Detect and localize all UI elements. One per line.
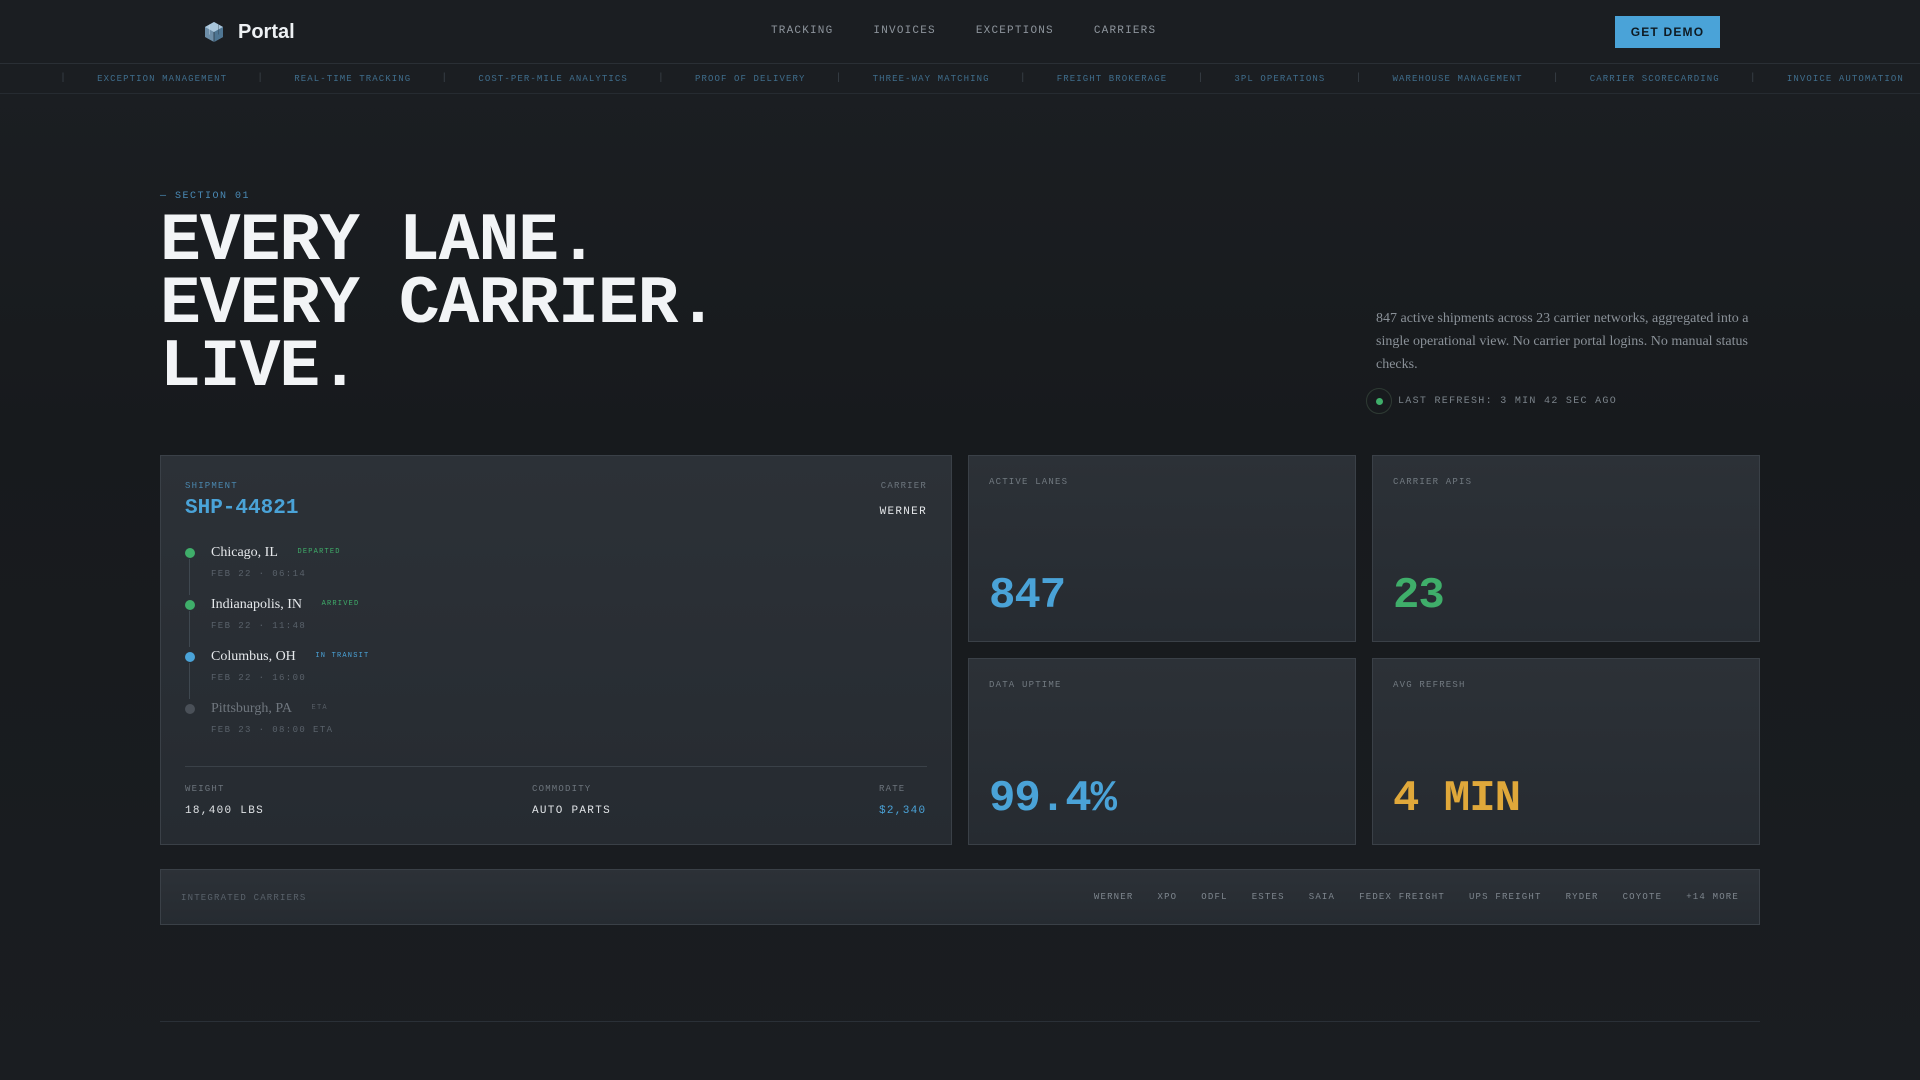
stat-value: 99.4% bbox=[989, 774, 1117, 824]
stop-city: Indianapolis, IN bbox=[211, 597, 302, 612]
carrier-item[interactable]: UPS FREIGHT bbox=[1468, 892, 1542, 902]
commodity-label: COMMODITY bbox=[532, 784, 592, 794]
get-demo-button[interactable]: GET DEMO bbox=[1615, 16, 1720, 48]
nav-links: TRACKING INVOICES EXCEPTIONS CARRIERS bbox=[771, 25, 1156, 37]
stat-label: CARRIER APIS bbox=[1393, 477, 1473, 487]
carrier-item[interactable]: COYOTE bbox=[1622, 892, 1663, 902]
nav-link-carriers[interactable]: CARRIERS bbox=[1093, 25, 1157, 37]
nav-link-exceptions[interactable]: EXCEPTIONS bbox=[975, 25, 1054, 37]
carrier-item[interactable]: ODFL bbox=[1201, 892, 1228, 902]
carrier-item[interactable]: ESTES bbox=[1251, 892, 1285, 902]
shipment-id: SHP-44821 bbox=[185, 497, 299, 520]
stat-label: DATA UPTIME bbox=[989, 680, 1062, 690]
stop-dot-icon bbox=[185, 600, 195, 610]
cube-logo-icon bbox=[205, 22, 223, 42]
ticker-item: | EXCEPTION MANAGEMENT bbox=[60, 73, 228, 84]
more-carriers-link[interactable]: +14 MORE bbox=[1686, 892, 1739, 902]
weight-value: 18,400 LBS bbox=[185, 805, 265, 817]
shipment-timeline: Chicago, IL DEPARTED FEB 22 · 06:14 Indi… bbox=[185, 543, 369, 751]
rate-meta: RATE $2,340 bbox=[879, 784, 926, 817]
stop-city: Columbus, OH bbox=[211, 649, 296, 664]
stat-card-carrier-apis[interactable]: CARRIER APIS 23 bbox=[1372, 455, 1760, 642]
timeline-stop: Pittsburgh, PA ETA FEB 23 · 08:00 ETA bbox=[185, 699, 369, 751]
nav-link-tracking[interactable]: TRACKING bbox=[771, 25, 834, 37]
stop-dot-icon bbox=[185, 704, 195, 714]
carrier-label: CARRIER bbox=[880, 481, 927, 491]
stop-time: FEB 22 · 11:48 bbox=[211, 621, 307, 631]
stop-dot-icon bbox=[185, 548, 195, 558]
carrier-value: WERNER bbox=[879, 506, 927, 518]
timeline-stop: Indianapolis, IN ARRIVED FEB 22 · 11:48 bbox=[185, 595, 369, 647]
stop-city: Chicago, IL bbox=[211, 545, 278, 560]
ticker-item: | FREIGHT BROKERAGE bbox=[1019, 73, 1168, 84]
timeline-stop: Chicago, IL DEPARTED FEB 22 · 06:14 bbox=[185, 543, 369, 595]
hero-line: EVERY CARRIER. bbox=[160, 266, 718, 343]
carrier-item[interactable]: WERNER bbox=[1093, 892, 1134, 902]
brand-name: Portal bbox=[238, 20, 295, 43]
stat-label: ACTIVE LANES bbox=[989, 477, 1069, 487]
commodity-meta: COMMODITY AUTO PARTS bbox=[532, 784, 611, 817]
last-refresh-text: LAST REFRESH: 3 MIN 42 SEC AGO bbox=[1398, 395, 1618, 407]
shipment-label: SHIPMENT bbox=[185, 481, 238, 491]
top-nav: Portal TRACKING INVOICES EXCEPTIONS CARR… bbox=[0, 0, 1920, 64]
nav-link-invoices[interactable]: INVOICES bbox=[873, 25, 936, 37]
hero-description: 847 active shipments across 23 carrier n… bbox=[1376, 311, 1749, 372]
stat-value: 23 bbox=[1393, 571, 1445, 621]
ticker-item: | COST-PER-MILE ANALYTICS bbox=[441, 73, 628, 84]
stat-card-data-uptime[interactable]: DATA UPTIME 99.4% bbox=[968, 658, 1356, 845]
stat-label: AVG REFRESH bbox=[1393, 680, 1466, 690]
integrated-carriers-label: INTEGRATED CARRIERS bbox=[181, 893, 307, 903]
last-refresh-indicator: LAST REFRESH: 3 MIN 42 SEC AGO bbox=[1366, 388, 1617, 414]
stop-city: Pittsburgh, PA bbox=[211, 701, 292, 716]
ticker-item: | REAL-TIME TRACKING bbox=[257, 73, 412, 84]
ticker-item: | WAREHOUSE MANAGEMENT bbox=[1355, 73, 1523, 84]
section-label: — SECTION 01 bbox=[160, 191, 251, 202]
stop-time: FEB 23 · 08:00 ETA bbox=[211, 725, 334, 735]
stat-card-active-lanes[interactable]: ACTIVE LANES 847 bbox=[968, 455, 1356, 642]
carrier-item[interactable]: RYDER bbox=[1565, 892, 1599, 902]
rate-value: $2,340 bbox=[879, 805, 927, 817]
ticker-item: | THREE-WAY MATCHING bbox=[835, 73, 990, 84]
weight-meta: WEIGHT 18,400 LBS bbox=[185, 784, 264, 817]
stat-card-avg-refresh[interactable]: AVG REFRESH 4 MIN bbox=[1372, 658, 1760, 845]
hero-title: EVERY LANE. EVERY CARRIER. LIVE. bbox=[160, 203, 718, 406]
timeline-stop: Columbus, OH IN TRANSIT FEB 22 · 16:00 bbox=[185, 647, 369, 699]
stop-status: ETA bbox=[311, 703, 328, 712]
live-dot-icon bbox=[1366, 388, 1392, 414]
divider bbox=[160, 1021, 1760, 1022]
stop-status: DEPARTED bbox=[297, 547, 341, 556]
integrated-carriers-strip: INTEGRATED CARRIERS WERNER XPO ODFL ESTE… bbox=[160, 869, 1760, 925]
ticker-item: | PROOF OF DELIVERY bbox=[657, 73, 806, 84]
weight-label: WEIGHT bbox=[185, 784, 225, 794]
stat-value: 4 MIN bbox=[1393, 774, 1521, 824]
ticker-item: |INVOICE AUTOMATION| bbox=[1749, 73, 1904, 84]
hero-line: LIVE. bbox=[160, 329, 360, 406]
stop-time: FEB 22 · 06:14 bbox=[211, 569, 307, 579]
stop-status: IN TRANSIT bbox=[315, 651, 370, 660]
ticker-item: | 3PL OPERATIONS bbox=[1197, 73, 1326, 84]
hero-line: EVERY LANE. bbox=[160, 203, 599, 280]
stop-status: ARRIVED bbox=[321, 599, 360, 608]
stop-dot-icon bbox=[185, 652, 195, 662]
stop-time: FEB 22 · 16:00 bbox=[211, 673, 307, 683]
carrier-item[interactable]: FEDEX FREIGHT bbox=[1359, 892, 1445, 902]
commodity-value: AUTO PARTS bbox=[532, 805, 612, 817]
brand-logo[interactable]: Portal bbox=[202, 20, 295, 44]
stat-value: 847 bbox=[989, 571, 1066, 621]
carrier-item[interactable]: SAIA bbox=[1308, 892, 1336, 902]
rate-label: RATE bbox=[879, 784, 906, 794]
divider bbox=[185, 766, 927, 767]
carrier-list: WERNER XPO ODFL ESTES SAIA FEDEX FREIGHT… bbox=[1094, 892, 1739, 902]
ticker-item: | CARRIER SCORECARDING bbox=[1552, 73, 1720, 84]
feature-ticker: | EXCEPTION MANAGEMENT | REAL-TIME TRACKIN… bbox=[0, 64, 1920, 94]
shipment-card[interactable]: SHIPMENT SHP-44821 CARRIER WERNER Chicag… bbox=[160, 455, 952, 845]
carrier-item[interactable]: XPO bbox=[1157, 892, 1178, 902]
